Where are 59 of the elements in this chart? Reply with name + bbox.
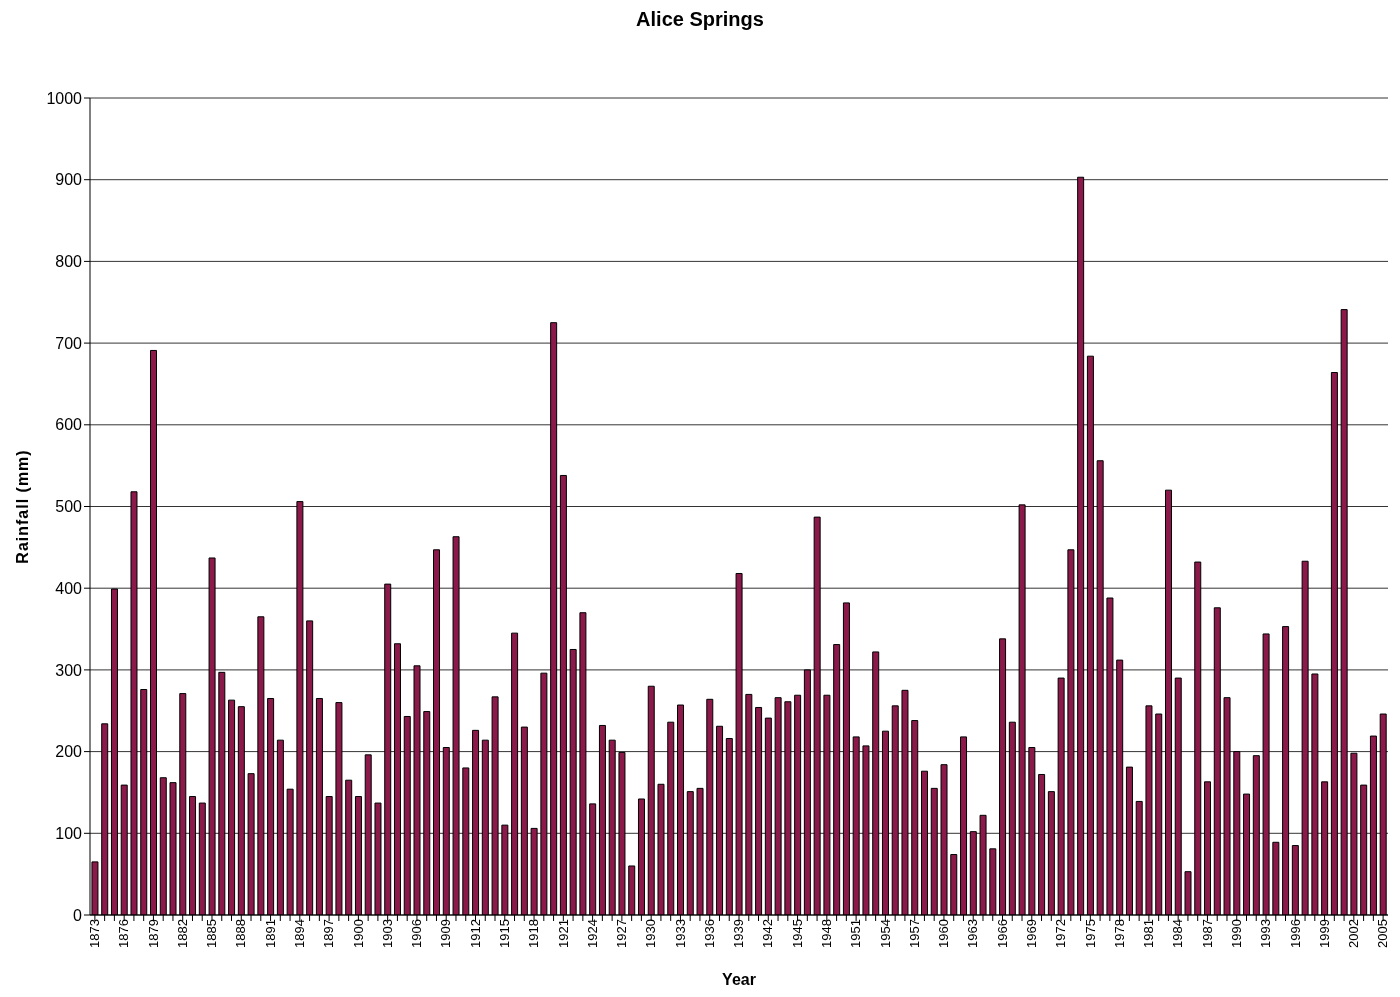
x-tick-label: 1993 [1258, 919, 1274, 948]
x-tick-label: 1927 [614, 919, 630, 948]
x-tick-label: 1918 [526, 919, 542, 948]
x-tick-label: 2005 [1375, 919, 1391, 948]
x-tick-label: 1978 [1111, 919, 1127, 948]
x-tick-label: 1972 [1053, 919, 1069, 948]
y-tick-label: 900 [55, 171, 83, 189]
x-tick-label: 2002 [1346, 919, 1362, 948]
x-tick-label: 1930 [643, 919, 659, 948]
x-tick-label: 1984 [1170, 919, 1186, 948]
x-axis-title: Year [722, 971, 756, 988]
x-tick-label: 1915 [497, 919, 512, 948]
x-tick-label: 1933 [672, 919, 688, 948]
y-tick-label: 1000 [46, 89, 83, 107]
y-tick-label: 100 [55, 824, 83, 842]
x-tick-label: 1966 [994, 919, 1010, 948]
y-tick-label: 300 [55, 661, 83, 679]
x-tick-label: 1969 [1024, 919, 1040, 948]
x-tick-label: 1951 [848, 919, 864, 948]
y-axis-title: Rainfall (mm) [13, 449, 31, 564]
y-tick-label: 500 [55, 498, 83, 516]
x-tick-label: 1873 [87, 919, 103, 948]
x-tick-label: 1960 [936, 919, 952, 948]
x-tick-label: 1876 [116, 919, 132, 948]
x-tick-label: 1999 [1316, 919, 1332, 948]
x-tick-label: 1942 [760, 919, 776, 948]
x-tick-label: 1888 [233, 919, 249, 948]
x-tick-label: 1996 [1287, 919, 1303, 948]
y-tick-label: 200 [55, 743, 83, 761]
y-tick-label: 800 [55, 253, 83, 271]
x-tick-label: 1990 [1228, 919, 1244, 948]
y-tick-label: 0 [73, 906, 83, 924]
x-tick-label: 1924 [584, 919, 600, 948]
y-tick-label: 600 [55, 416, 83, 434]
x-tick-label: 1882 [174, 919, 190, 948]
x-tick-label: 1885 [204, 919, 220, 948]
x-tick-label: 1891 [262, 919, 278, 948]
x-tick-label: 1921 [555, 919, 571, 948]
x-tick-label: 1963 [965, 919, 981, 948]
x-tick-label: 1948 [819, 919, 835, 948]
x-tick-label: 1954 [877, 919, 893, 948]
x-tick-label: 1897 [321, 919, 337, 948]
x-tick-label: 1900 [350, 919, 366, 948]
x-tick-label: 1903 [379, 919, 395, 948]
x-tick-label: 1912 [467, 919, 483, 948]
x-tick-label: 1957 [906, 919, 922, 948]
y-tick-label: 400 [55, 579, 83, 597]
x-tick-label: 1906 [409, 919, 425, 948]
x-tick-label: 1987 [1199, 919, 1215, 948]
x-tick-label: 1894 [292, 919, 308, 948]
x-tick-label: 1939 [731, 919, 747, 948]
x-tick-label: 1936 [701, 919, 717, 948]
x-tick-label: 1879 [145, 919, 161, 948]
chart-title: Alice Springs [635, 8, 765, 32]
y-tick-label: 700 [55, 334, 83, 352]
x-tick-label: 1975 [1082, 919, 1098, 948]
x-tick-label: 1909 [438, 919, 454, 948]
x-tick-label: 1981 [1141, 919, 1157, 948]
x-tick-label: 1945 [789, 919, 805, 948]
